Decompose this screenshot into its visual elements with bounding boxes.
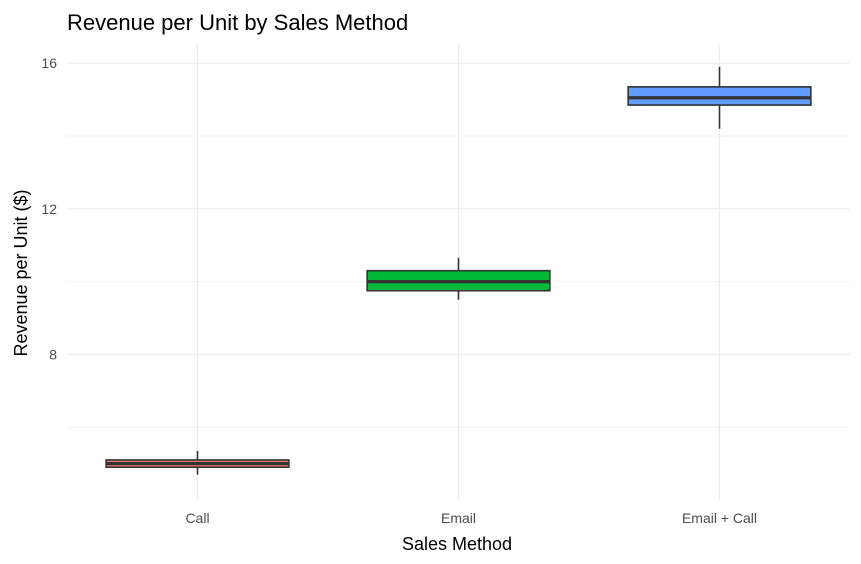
chart-title: Revenue per Unit by Sales Method xyxy=(67,10,408,35)
box-group-email-call xyxy=(627,66,812,129)
y-axis-title: Revenue per Unit ($) xyxy=(11,189,31,356)
box-layer xyxy=(105,66,812,475)
box-group-email xyxy=(366,257,551,300)
x-axis-title: Sales Method xyxy=(402,534,512,554)
x-tick-labels: Call Email Email + Call xyxy=(185,510,757,526)
x-tick-label: Call xyxy=(185,510,209,526)
box xyxy=(627,86,812,106)
y-tick-label: 8 xyxy=(49,346,57,362)
y-tick-labels: 8 12 16 xyxy=(41,55,57,362)
y-tick-label: 16 xyxy=(41,55,57,71)
x-tick-label: Email xyxy=(441,510,476,526)
grid-layer xyxy=(67,45,850,500)
box-group-call xyxy=(105,450,290,475)
x-tick-label: Email + Call xyxy=(682,510,757,526)
y-tick-label: 12 xyxy=(41,201,57,217)
